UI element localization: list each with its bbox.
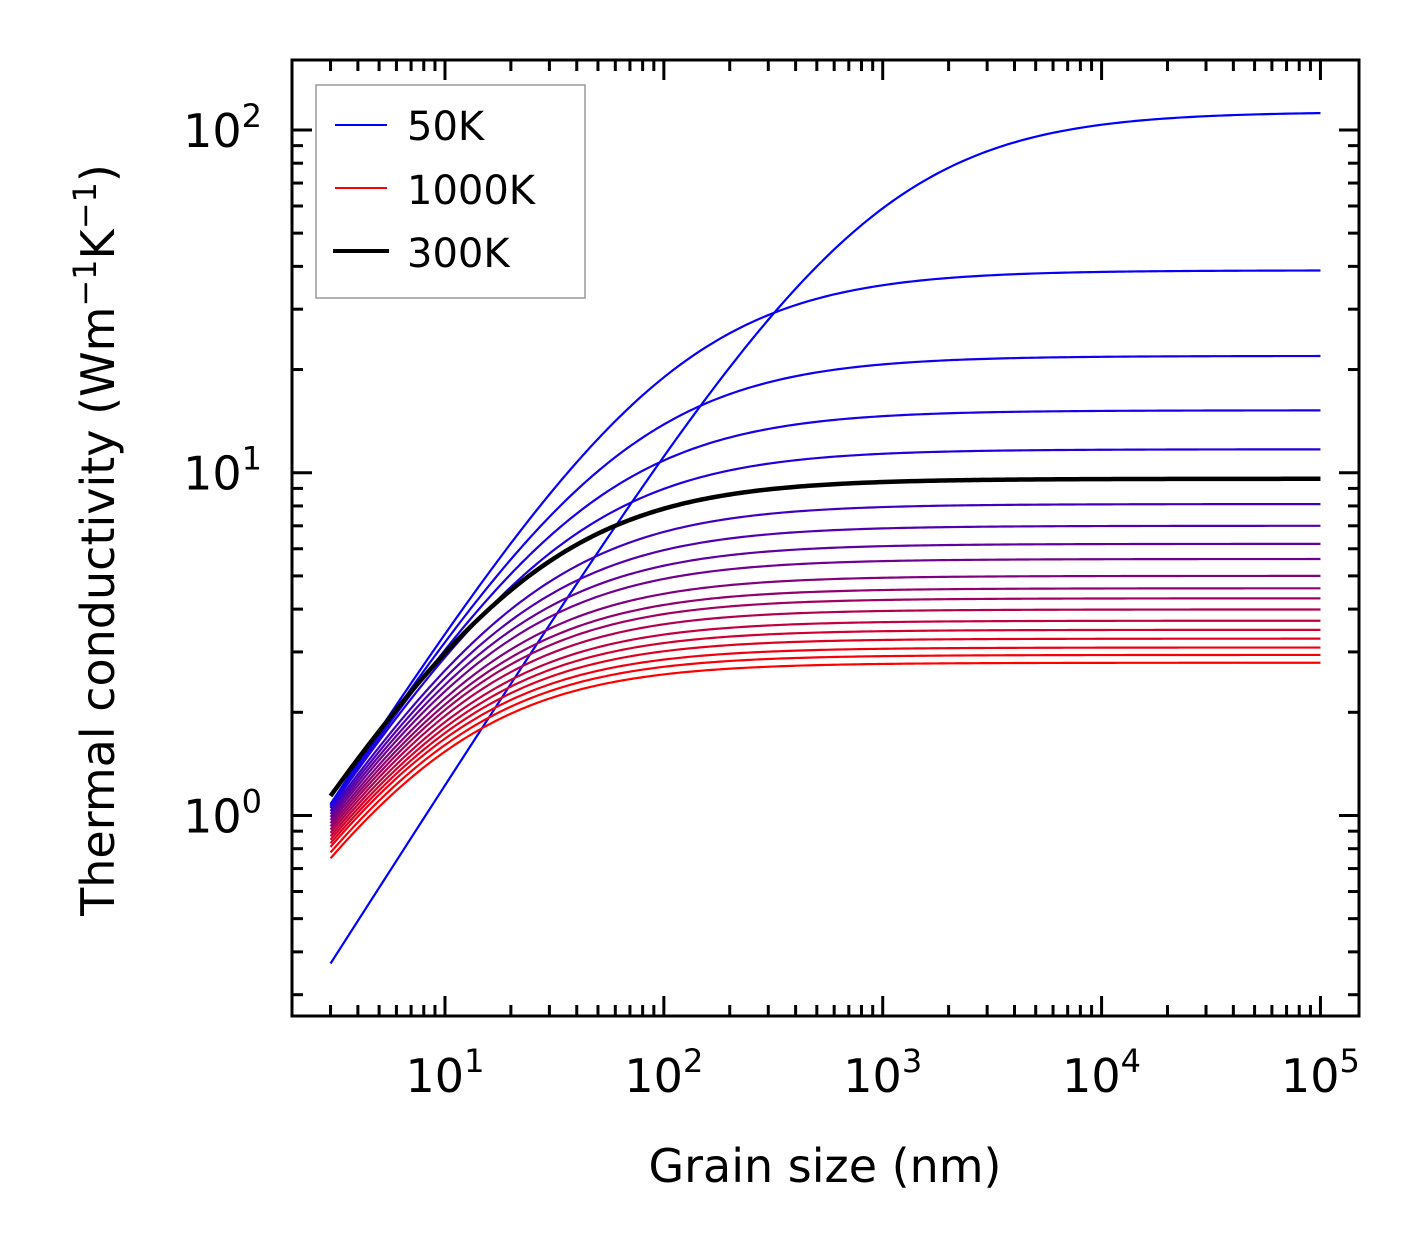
y-axis-title: Thermal conductivity (Wm−1K−1) — [66, 164, 125, 917]
x-tick-label-base: 10 — [406, 1049, 465, 1103]
series-line-100k — [329, 269, 1321, 805]
series-line-200k — [329, 409, 1321, 808]
x-tick-label-exp: 5 — [1340, 1042, 1360, 1080]
curves-group — [328, 111, 1321, 965]
x-tick-label-exp: 3 — [902, 1042, 922, 1080]
plot-frame — [290, 58, 1361, 1018]
x-tick-label: 103 — [843, 1042, 922, 1103]
legend: 50K 1000K 300K — [315, 84, 586, 299]
series-line-650k — [329, 597, 1321, 831]
series-line-350k — [329, 502, 1321, 812]
y-tick-label-exp: 0 — [242, 782, 262, 820]
x-axis-title: Grain size (nm) — [649, 1139, 1002, 1193]
ticks-group — [290, 60, 1359, 1016]
legend-label-1000k: 1000K — [407, 168, 537, 214]
y-tick-label: 102 — [183, 97, 262, 158]
series-line-900k — [329, 646, 1321, 848]
x-tick-label-base: 10 — [843, 1049, 902, 1103]
y-axis-title-base: Thermal conductivity (Wm — [71, 307, 125, 917]
x-tick-label: 102 — [624, 1042, 703, 1103]
y-tick-label-exp: 2 — [242, 97, 262, 135]
series-line-300k — [328, 476, 1321, 798]
x-tick-label-exp: 2 — [683, 1042, 703, 1080]
series-line-800k — [329, 628, 1321, 841]
x-tick-label-base: 10 — [1062, 1049, 1121, 1103]
y-axis-title-end: ) — [71, 164, 125, 182]
series-line-950k — [329, 653, 1321, 854]
series-line-850k — [329, 637, 1321, 844]
x-tick-label: 101 — [406, 1042, 485, 1103]
y-axis-title-sup1: −1 — [66, 259, 104, 306]
y-tick-label-base: 10 — [183, 104, 242, 158]
x-tick-label-base: 10 — [1281, 1049, 1340, 1103]
y-tick-label-base: 10 — [183, 447, 242, 501]
series-line-750k — [329, 619, 1321, 837]
x-tick-label-exp: 4 — [1121, 1042, 1141, 1080]
legend-label-300k: 300K — [407, 231, 511, 277]
y-tick-label: 100 — [183, 782, 262, 843]
series-line-450k — [329, 542, 1321, 818]
y-tick-label: 101 — [183, 440, 262, 501]
series-line-400k — [329, 524, 1321, 815]
legend-frame — [315, 84, 586, 299]
x-tick-label-exp: 1 — [464, 1042, 484, 1080]
series-line-150k — [329, 354, 1321, 807]
x-tick-label: 105 — [1281, 1042, 1360, 1103]
x-tick-labels: 101 102 103 104 105 — [406, 1042, 1360, 1103]
legend-label-50k: 50K — [407, 104, 486, 150]
series-line-500k — [329, 557, 1321, 821]
series-line-600k — [329, 587, 1321, 827]
x-tick-label-base: 10 — [624, 1049, 683, 1103]
x-tick-label: 104 — [1062, 1042, 1141, 1103]
series-line-1000k — [329, 661, 1321, 860]
y-tick-label-base: 10 — [183, 789, 242, 843]
series-line-550k — [329, 574, 1321, 824]
y-axis-title-sup2: −1 — [66, 182, 104, 229]
series-line-700k — [329, 608, 1321, 834]
y-axis-title-mid: K — [71, 227, 125, 259]
y-tick-label-exp: 1 — [242, 440, 262, 478]
